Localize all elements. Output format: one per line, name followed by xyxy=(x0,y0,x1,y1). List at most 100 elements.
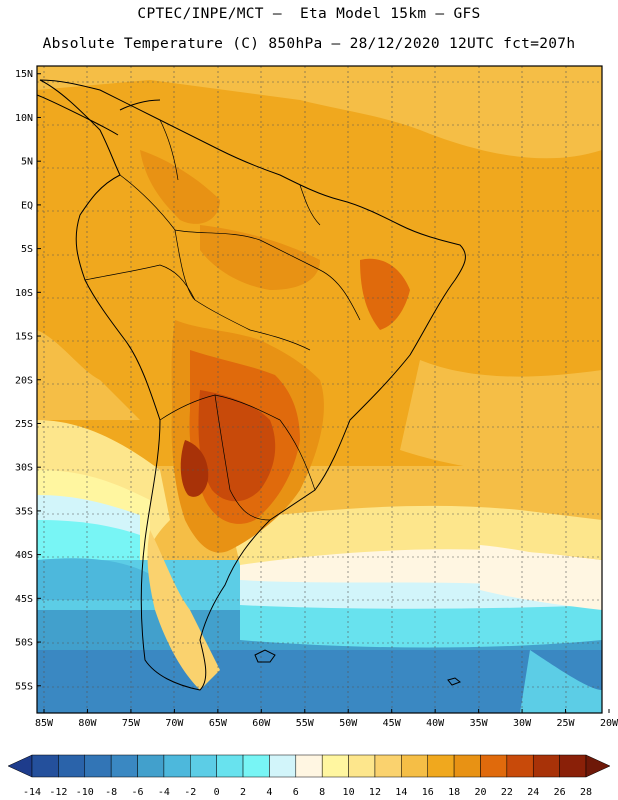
colorbar-label: 2 xyxy=(240,787,246,798)
colorbar-swatch xyxy=(58,754,86,778)
map-title: CPTEC/INPE/MCT – Eta Model 15km – GFS xyxy=(137,6,481,22)
temp-band-16-pacific xyxy=(37,330,140,420)
lat-label: 35S xyxy=(15,506,33,517)
lon-label: 20W xyxy=(600,718,618,729)
colorbar-label: -12 xyxy=(49,787,67,798)
temp-band-0-east xyxy=(520,650,602,713)
lat-label: 10S xyxy=(15,288,33,299)
colorbar-label: -2 xyxy=(184,787,196,798)
lon-label: 60W xyxy=(252,718,271,729)
lon-label: 25W xyxy=(557,718,576,729)
caribbean-coast xyxy=(119,99,161,111)
lat-label: 40S xyxy=(15,550,33,561)
colorbar-swatch xyxy=(110,754,138,778)
lat-label: 50S xyxy=(15,638,33,649)
lat-label: 55S xyxy=(15,681,33,692)
colorbar-label: -8 xyxy=(105,787,117,798)
lat-label: 15N xyxy=(15,69,33,80)
colorbar-swatch xyxy=(374,754,402,778)
lon-label: 45W xyxy=(383,718,402,729)
lat-label: 25S xyxy=(15,419,33,430)
colorbar-swatch xyxy=(427,754,455,778)
colorbar-swatch xyxy=(31,754,59,778)
colorbar-label: 26 xyxy=(554,787,566,798)
lon-label: 70W xyxy=(165,718,184,729)
colorbar-swatch xyxy=(559,754,587,778)
colorbar-label: 28 xyxy=(580,787,592,798)
colorbar-label: 10 xyxy=(343,787,355,798)
colorbar-label: -10 xyxy=(76,787,94,798)
temp-band-16-atlantic xyxy=(400,360,602,474)
lat-label: 5S xyxy=(21,244,33,255)
colorbar-swatch xyxy=(190,754,217,778)
lat-label: 20S xyxy=(15,375,33,386)
lat-label: 15S xyxy=(15,332,33,343)
lat-label: 5N xyxy=(21,157,33,168)
lon-label: 75W xyxy=(122,718,141,729)
map-frame xyxy=(36,65,603,714)
heat-ne-brazil xyxy=(360,258,410,330)
lon-label: 50W xyxy=(339,718,358,729)
colorbar-label: 20 xyxy=(474,787,486,798)
lon-label: 30W xyxy=(513,718,532,729)
temp-band-minus2 xyxy=(37,558,180,600)
latitude-labels: 15N 10N 5N EQ 5S 10S 15S 20S 25S 30S 35S 40S 45S 50S 5… xyxy=(15,69,41,692)
heat-core-26 xyxy=(198,390,276,502)
lon-label: 40W xyxy=(426,718,445,729)
heat-core-28 xyxy=(180,440,209,497)
south-georgia xyxy=(447,677,461,686)
colorbar-swatch xyxy=(242,754,270,778)
lat-label: 10N xyxy=(15,113,33,124)
country-borders xyxy=(84,119,361,521)
lon-label: 55W xyxy=(296,718,315,729)
colorbar-label: 22 xyxy=(501,787,513,798)
coastline xyxy=(39,79,466,691)
colorbar-swatch xyxy=(84,754,112,778)
colorbar-swatch xyxy=(506,754,534,778)
colorbar-swatch xyxy=(401,754,428,778)
colorbar-swatch xyxy=(532,754,560,778)
colorbar-label: -4 xyxy=(158,787,170,798)
colorbar-swatch xyxy=(585,754,611,778)
colorbar-label: -6 xyxy=(132,787,144,798)
colorbar-label: -14 xyxy=(23,787,41,798)
colorbar-swatch xyxy=(348,754,376,778)
colorbar-swatch xyxy=(480,754,508,778)
colorbar-label: 18 xyxy=(448,787,460,798)
lon-label: 85W xyxy=(35,718,54,729)
heat-amazon xyxy=(200,225,320,290)
lat-label: 30S xyxy=(15,463,33,474)
colorbar-label: 8 xyxy=(319,787,325,798)
colorbar-swatch xyxy=(295,754,323,778)
lat-label: 45S xyxy=(15,594,33,605)
heat-colombia xyxy=(140,150,220,224)
colorbar-label: 6 xyxy=(293,787,299,798)
colorbar xyxy=(7,754,611,778)
colorbar-label: 4 xyxy=(266,787,272,798)
colorbar-label: 16 xyxy=(422,787,434,798)
colorbar-swatch xyxy=(453,754,481,778)
colorbar-swatch xyxy=(163,754,191,778)
temp-band-16-north xyxy=(37,66,602,159)
colorbar-swatch xyxy=(137,754,165,778)
temp-band-4 xyxy=(37,520,140,570)
colorbar-swatch xyxy=(7,754,33,778)
lat-label: EQ xyxy=(21,200,33,211)
lon-label: 80W xyxy=(78,718,97,729)
colorbar-swatch xyxy=(216,754,244,778)
colorbar-label: 12 xyxy=(369,787,381,798)
temp-band-8-east xyxy=(480,545,602,610)
colorbar-swatch xyxy=(269,754,297,778)
temp-band-minus6 xyxy=(37,650,602,713)
lon-label: 35W xyxy=(470,718,489,729)
longitude-labels: 85W 80W 75W 70W 65W 60W 55W 50W 45W 40W 35W 30W 25W 2… xyxy=(35,709,618,729)
central-america-coast xyxy=(37,94,119,136)
colorbar-labels: -14 -12 -10 -8 -6 -4 -2 0 2 4 6 8 10 12 14 16 18 20 22 24 26… xyxy=(23,787,592,798)
temp-band-2 xyxy=(240,600,602,648)
colorbar-label: 0 xyxy=(214,787,220,798)
colorbar-label: 14 xyxy=(395,787,407,798)
colorbar-label: 24 xyxy=(527,787,539,798)
map-subtitle: Absolute Temperature (C) 850hPa – 28/12/… xyxy=(42,36,576,52)
colorbar-swatch xyxy=(321,754,349,778)
